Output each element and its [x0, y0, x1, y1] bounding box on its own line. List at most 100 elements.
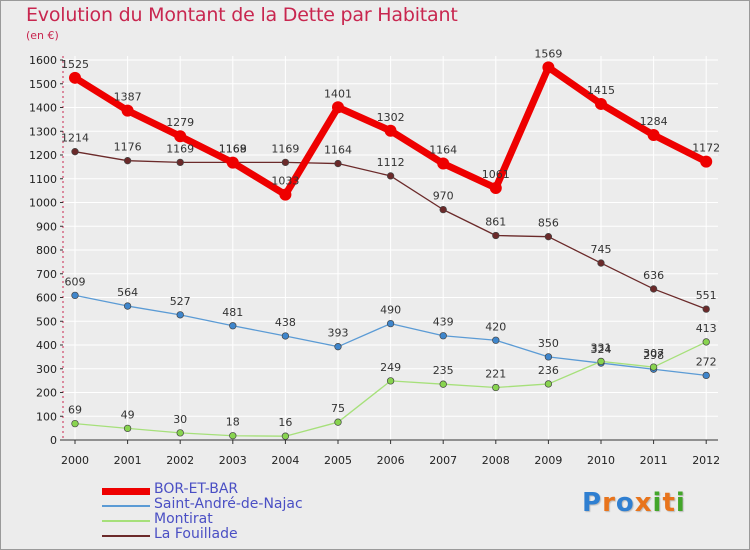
data-label: 393 [328, 327, 349, 340]
data-point [439, 380, 447, 388]
data-label: 420 [485, 320, 506, 333]
data-point [229, 432, 237, 440]
data-label: 1401 [324, 87, 352, 100]
data-point [702, 338, 710, 346]
data-point [334, 343, 342, 351]
data-point [647, 129, 660, 142]
x-tick-label: 2003 [219, 454, 247, 467]
legend-label: Saint-André-de-Najac [154, 496, 303, 512]
data-point [281, 332, 290, 340]
y-tick-label: 300 [36, 363, 57, 376]
data-label: 636 [643, 269, 664, 282]
legend-label: La Fouillade [154, 526, 238, 542]
data-point [700, 155, 713, 168]
data-label: 609 [65, 275, 86, 288]
x-tick-label: 2004 [271, 454, 299, 467]
data-label: 1169 [271, 142, 299, 155]
data-point [121, 104, 134, 117]
data-point [334, 159, 342, 168]
data-point [71, 148, 79, 156]
data-label: 861 [485, 216, 506, 229]
data-label: 481 [222, 306, 243, 319]
data-label: 350 [538, 337, 559, 350]
data-point [702, 371, 710, 380]
x-tick-label: 2006 [377, 454, 405, 467]
data-point [174, 130, 187, 143]
chart-title: Evolution du Montant de la Dette par Hab… [26, 4, 458, 26]
data-point [281, 158, 290, 167]
data-point [492, 336, 500, 344]
logo-letter: i [652, 488, 663, 518]
data-point [123, 302, 132, 310]
data-label: 551 [696, 289, 717, 302]
y-tick-label: 0 [50, 434, 57, 447]
data-point [595, 97, 607, 110]
data-point [281, 432, 290, 440]
y-tick-label: 1000 [29, 197, 57, 210]
y-tick-label: 100 [36, 410, 57, 423]
data-point [71, 291, 79, 300]
logo-letter: i [675, 488, 686, 518]
data-point [542, 61, 555, 74]
data-label: 1214 [61, 132, 89, 145]
legend-label: BOR-ET-BAR [154, 481, 239, 497]
data-label: 1033 [271, 175, 299, 188]
chart-subtitle: (en €) [26, 29, 59, 42]
data-point [544, 353, 553, 361]
data-label: 221 [485, 368, 506, 381]
x-tick-label: 2002 [166, 454, 194, 467]
logo-letter: P [582, 488, 603, 518]
y-tick-label: 400 [36, 339, 57, 352]
data-label: 1169 [219, 142, 247, 155]
data-point [492, 231, 500, 240]
data-label: 1061 [482, 168, 510, 181]
y-tick-label: 1300 [29, 125, 57, 138]
data-point [489, 182, 502, 195]
data-label: 1164 [429, 144, 457, 157]
logo-letter: x [634, 488, 653, 518]
x-tick-label: 2005 [324, 454, 352, 467]
y-tick-label: 1200 [29, 149, 57, 162]
data-label: 236 [538, 364, 559, 377]
data-point [439, 332, 447, 340]
data-label: 490 [380, 304, 401, 317]
data-point [123, 424, 132, 433]
logo-letter: o [615, 488, 635, 518]
x-tick-label: 2000 [61, 454, 89, 467]
data-point [176, 429, 184, 437]
data-label: 1112 [377, 156, 405, 169]
legend-swatch [102, 505, 150, 507]
data-label: 564 [117, 286, 138, 299]
data-point [597, 259, 605, 267]
data-label: 413 [696, 322, 717, 335]
y-tick-label: 500 [36, 315, 57, 328]
y-tick-label: 800 [36, 244, 57, 257]
data-label: 527 [170, 295, 191, 308]
data-point [176, 158, 184, 167]
data-point [386, 172, 395, 180]
data-label: 1168 [219, 143, 247, 156]
data-point [437, 157, 450, 170]
data-point [226, 156, 239, 169]
data-point [176, 311, 184, 319]
legend-swatch [102, 535, 150, 537]
data-point [229, 322, 237, 330]
data-label: 69 [68, 404, 82, 417]
proxiti-logo: Proxiti [582, 488, 686, 518]
data-label: 307 [643, 347, 664, 360]
data-label: 1302 [377, 111, 405, 124]
data-label: 439 [433, 316, 454, 329]
data-label: 1387 [114, 91, 142, 104]
data-label: 249 [380, 361, 401, 374]
data-point [334, 418, 342, 426]
data-label: 745 [591, 243, 612, 256]
data-label: 18 [226, 416, 240, 429]
data-label: 272 [696, 355, 717, 368]
data-point [69, 71, 81, 84]
y-tick-label: 1100 [29, 173, 57, 186]
data-point [386, 319, 395, 328]
y-tick-label: 1400 [29, 102, 57, 115]
data-label: 1176 [114, 141, 142, 154]
data-point [384, 124, 397, 137]
